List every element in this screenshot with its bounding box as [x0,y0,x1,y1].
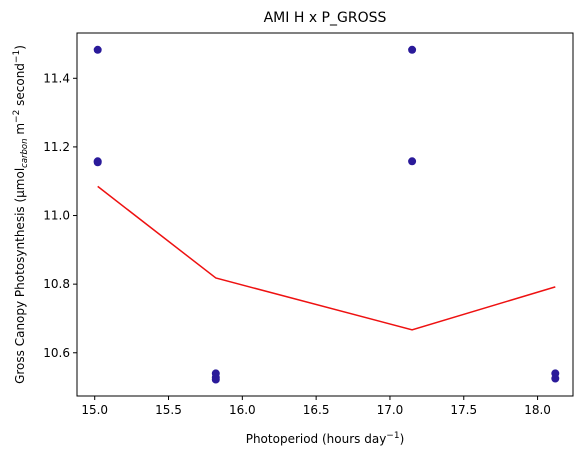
data-point [93,158,102,167]
y-tick-label: 11.4 [43,71,70,85]
x-tick-label: 16.5 [303,403,330,417]
x-axis: 15.0 15.5 16.0 16.5 17.0 17.5 18.0 [81,396,551,417]
x-axis-label: Photoperiod (hours day−1) [246,431,405,446]
data-point [551,374,560,383]
x-tick-label: 17.0 [377,403,404,417]
data-point [408,157,417,166]
data-point [408,45,417,54]
x-tick-label: 16.0 [229,403,256,417]
y-tick-label: 10.6 [43,346,70,360]
data-point [93,45,102,54]
plot-frame [76,32,574,397]
y-tick-label: 11.2 [43,140,70,154]
plot-area [77,33,573,396]
data-point [211,375,220,384]
chart-title: AMI H x P_GROSS [264,10,387,26]
x-tick-label: 17.5 [450,403,477,417]
y-axis-label: Gross Canopy Photosynthesis (µmolcarbon … [12,45,30,384]
y-axis: 10.6 10.8 11.0 11.2 11.4 [43,71,77,360]
x-tick-label: 15.5 [155,403,182,417]
y-tick-label: 10.8 [43,277,70,291]
x-tick-label: 18.0 [524,403,551,417]
x-tick-label: 15.0 [81,403,108,417]
trend-line [97,185,556,331]
y-tick-label: 11.0 [43,209,70,223]
plot-marks [93,45,560,384]
